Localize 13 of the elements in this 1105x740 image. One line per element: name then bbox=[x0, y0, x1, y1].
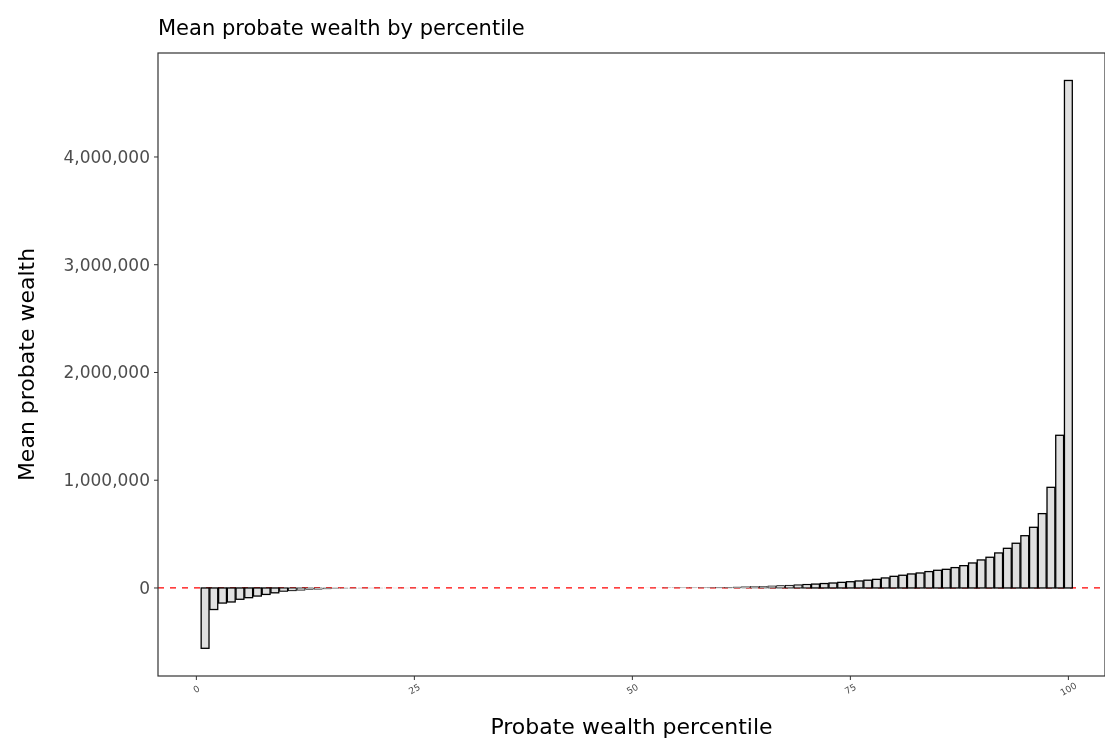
x-tick-label: 25 bbox=[406, 681, 422, 697]
x-tick-label: 100 bbox=[1058, 680, 1079, 698]
x-tick-label: 0 bbox=[191, 683, 202, 695]
y-axis-title: Mean probate wealth bbox=[14, 247, 39, 482]
y-tick-label: 3,000,000 bbox=[63, 254, 150, 275]
x-tick-label: 75 bbox=[842, 681, 858, 697]
y-tick-label: 2,000,000 bbox=[63, 362, 150, 383]
x-axis-title: Probate wealth percentile bbox=[490, 714, 773, 739]
y-tick-label: 1,000,000 bbox=[63, 470, 150, 491]
chart-title: Mean probate wealth by percentile bbox=[158, 16, 525, 40]
y-tick-label: 4,000,000 bbox=[63, 146, 150, 167]
y-tick-label: 0 bbox=[139, 577, 150, 598]
x-tick-label: 50 bbox=[624, 681, 641, 697]
